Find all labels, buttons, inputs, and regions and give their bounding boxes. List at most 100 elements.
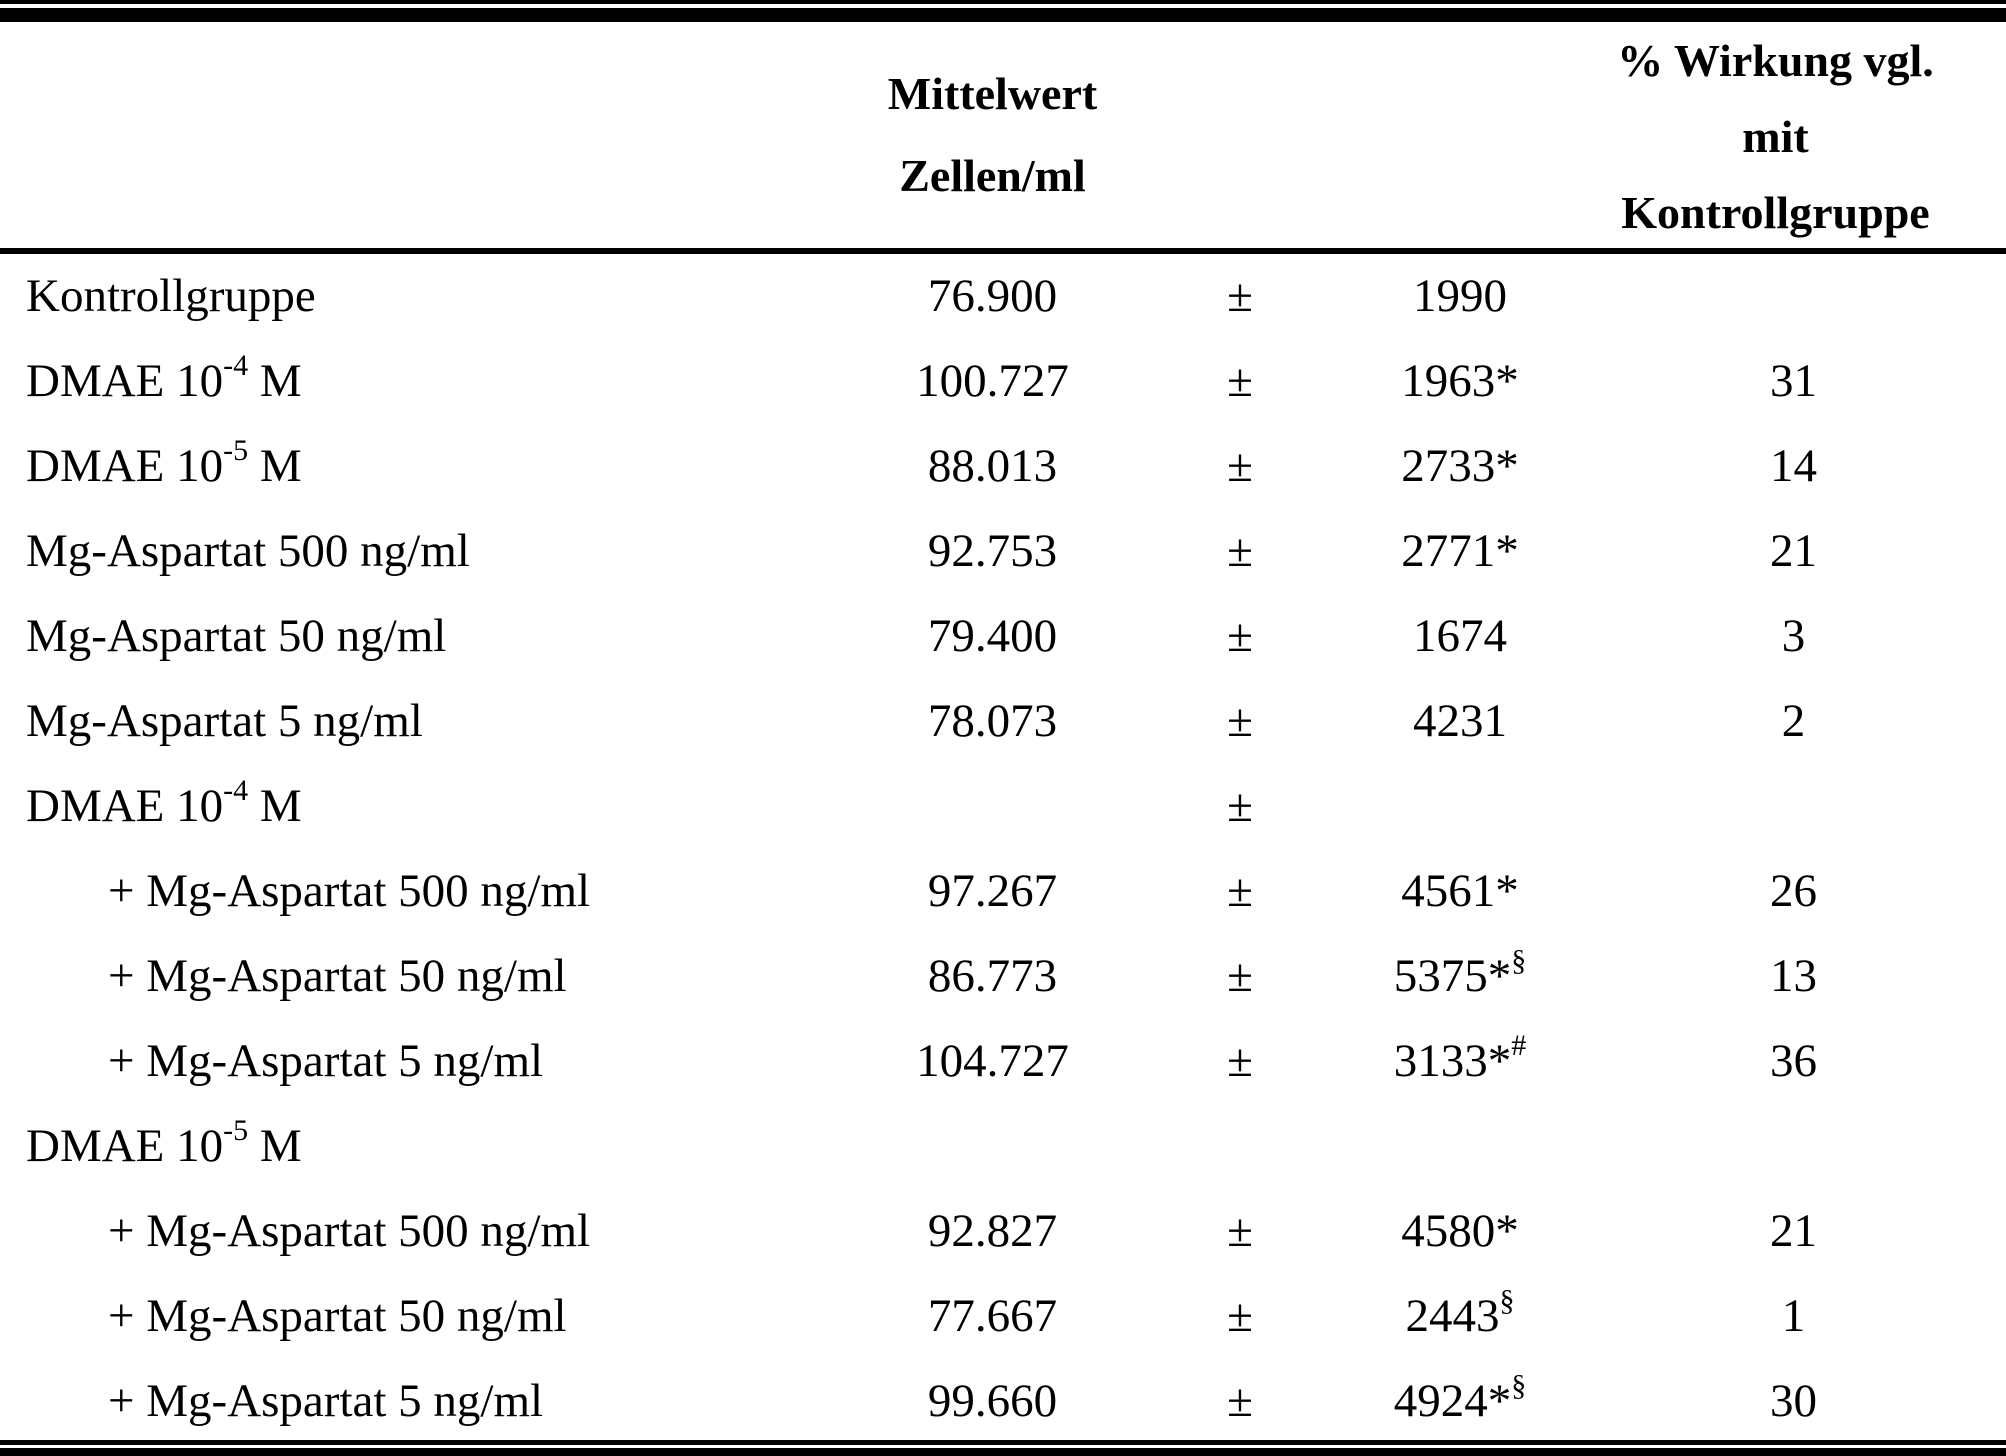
mean-value: 99.660 bbox=[927, 1375, 1058, 1427]
sd-value: 2443§ bbox=[1375, 1286, 1545, 1342]
mean-value: 86.773 bbox=[927, 950, 1058, 1002]
row-label-suffix: M bbox=[248, 355, 302, 407]
row-label: Mg-Aspartat 5 ng/ml bbox=[0, 698, 880, 745]
sd-value: 4580* bbox=[1375, 1208, 1545, 1255]
header-mean-cell: Mittelwert Zellen/ml bbox=[880, 22, 1105, 248]
row-label-suffix: M bbox=[248, 440, 302, 492]
sd-value: 4924*§ bbox=[1375, 1371, 1545, 1425]
sd-value: 1674 bbox=[1375, 613, 1545, 660]
table-row: DMAE 10-5 M bbox=[0, 1104, 2006, 1189]
row-label-text: + Mg-Aspartat 500 ng/ml bbox=[108, 1205, 591, 1257]
sd-value: 4231 bbox=[1375, 698, 1545, 745]
sd-value: 2733* bbox=[1375, 443, 1545, 490]
row-label: + Mg-Aspartat 5 ng/ml bbox=[0, 1378, 880, 1425]
effect-percent: 3 bbox=[1781, 610, 1806, 662]
table-row: DMAE 10-4 M ± bbox=[0, 764, 2006, 849]
row-label: Mg-Aspartat 500 ng/ml bbox=[0, 528, 880, 575]
row-label-text: DMAE 10 bbox=[26, 1120, 224, 1172]
mean-value: 97.267 bbox=[927, 865, 1058, 917]
row-label-text: DMAE 10 bbox=[26, 780, 224, 832]
row-label-text: + Mg-Aspartat 5 ng/ml bbox=[108, 1035, 544, 1087]
row-label-text: Mg-Aspartat 5 ng/ml bbox=[26, 695, 423, 747]
plus-minus-symbol: ± bbox=[1227, 950, 1253, 1002]
sd-number: 4231 bbox=[1413, 695, 1507, 747]
sd-number: 2733* bbox=[1401, 440, 1519, 492]
table-top-rule-thick bbox=[0, 8, 2006, 22]
table-row: + Mg-Aspartat 5 ng/ml 99.660 ± 4924*§ 30 bbox=[0, 1359, 2006, 1444]
mean-value: 92.827 bbox=[927, 1205, 1058, 1257]
mean-value: 79.400 bbox=[927, 610, 1058, 662]
plus-minus-symbol: ± bbox=[1227, 695, 1253, 747]
mean-value: 88.013 bbox=[927, 440, 1058, 492]
row-label-exponent: -4 bbox=[223, 349, 249, 383]
plus-minus-symbol: ± bbox=[1227, 355, 1253, 407]
table-row: Mg-Aspartat 500 ng/ml 92.753 ± 2771* 21 bbox=[0, 509, 2006, 594]
row-label-text: Kontrollgruppe bbox=[26, 270, 316, 322]
row-label-text: DMAE 10 bbox=[26, 355, 224, 407]
effect-percent: 1 bbox=[1781, 1290, 1806, 1342]
row-label-suffix: M bbox=[248, 780, 302, 832]
plus-minus-symbol: ± bbox=[1227, 1205, 1253, 1257]
sd-number: 1990 bbox=[1413, 270, 1507, 322]
table-bottom-rule-thin bbox=[0, 1440, 2006, 1445]
effect-percent: 30 bbox=[1770, 1375, 1817, 1427]
table-bottom-rule bbox=[0, 1440, 2006, 1456]
effect-percent: 26 bbox=[1770, 865, 1817, 917]
plus-minus-symbol: ± bbox=[1227, 1035, 1253, 1087]
mean-value: 92.753 bbox=[927, 525, 1058, 577]
effect-percent: 21 bbox=[1770, 1205, 1817, 1257]
effect-percent: 13 bbox=[1770, 950, 1817, 1002]
plus-minus-symbol: ± bbox=[1227, 440, 1253, 492]
plus-minus-symbol: ± bbox=[1227, 1375, 1253, 1427]
table-row: DMAE 10-5 M 88.013 ± 2733* 14 bbox=[0, 424, 2006, 509]
table-body: Kontrollgruppe 76.900 ± 1990 DMAE 10-4 M… bbox=[0, 254, 2006, 1444]
table-row: DMAE 10-4 M 100.727 ± 1963* 31 bbox=[0, 339, 2006, 424]
row-label: + Mg-Aspartat 50 ng/ml bbox=[0, 953, 880, 1000]
sd-value: 1990 bbox=[1375, 273, 1545, 320]
row-label: Mg-Aspartat 50 ng/ml bbox=[0, 613, 880, 660]
row-label-text: + Mg-Aspartat 5 ng/ml bbox=[108, 1375, 544, 1427]
row-label: DMAE 10-5 M bbox=[0, 1116, 880, 1172]
row-label-text: + Mg-Aspartat 50 ng/ml bbox=[108, 950, 567, 1002]
table-bottom-rule-thick bbox=[0, 1448, 2006, 1456]
effect-percent: 31 bbox=[1770, 355, 1817, 407]
row-label: Kontrollgruppe bbox=[0, 273, 880, 320]
row-label-text: Mg-Aspartat 50 ng/ml bbox=[26, 610, 447, 662]
table-top-rule bbox=[0, 0, 2006, 22]
plus-minus-symbol: ± bbox=[1227, 1290, 1253, 1342]
effect-percent: 21 bbox=[1770, 525, 1817, 577]
header-effect-line1: % Wirkung vgl. bbox=[1617, 35, 1934, 86]
table-row: + Mg-Aspartat 5 ng/ml 104.727 ± 3133*# 3… bbox=[0, 1019, 2006, 1104]
header-effect-line3: Kontrollgruppe bbox=[1621, 187, 1930, 238]
plus-minus-symbol: ± bbox=[1227, 270, 1253, 322]
effect-percent: 2 bbox=[1781, 695, 1806, 747]
sd-number: 1963* bbox=[1401, 355, 1519, 407]
sd-number: 1674 bbox=[1413, 610, 1507, 662]
sd-number: 4580* bbox=[1401, 1205, 1519, 1257]
mean-value: 78.073 bbox=[927, 695, 1058, 747]
sd-number: 2771* bbox=[1401, 525, 1519, 577]
plus-minus-symbol: ± bbox=[1227, 780, 1253, 832]
row-label-text: + Mg-Aspartat 500 ng/ml bbox=[108, 865, 591, 917]
table-row: + Mg-Aspartat 500 ng/ml 92.827 ± 4580* 2… bbox=[0, 1189, 2006, 1274]
row-label: + Mg-Aspartat 500 ng/ml bbox=[0, 868, 880, 915]
sd-value: 3133*# bbox=[1375, 1031, 1545, 1085]
sd-value: 1963* bbox=[1375, 358, 1545, 405]
row-label: DMAE 10-4 M bbox=[0, 776, 880, 832]
table-header: Mittelwert Zellen/ml % Wirkung vgl. mit … bbox=[0, 22, 2006, 248]
row-label-exponent: -5 bbox=[223, 1114, 249, 1148]
sd-superscript-mark: # bbox=[1511, 1029, 1527, 1063]
sd-number: 2443 bbox=[1405, 1290, 1500, 1342]
table-top-rule-thin bbox=[0, 0, 2006, 4]
sd-superscript-mark: § bbox=[1499, 1284, 1515, 1318]
table-row: + Mg-Aspartat 50 ng/ml 77.667 ± 2443§ 1 bbox=[0, 1274, 2006, 1359]
row-label: + Mg-Aspartat 50 ng/ml bbox=[0, 1293, 880, 1340]
table-row: Mg-Aspartat 5 ng/ml 78.073 ± 4231 2 bbox=[0, 679, 2006, 764]
header-separator-rule bbox=[0, 248, 2006, 254]
sd-value: 4561* bbox=[1375, 868, 1545, 915]
effect-percent: 14 bbox=[1770, 440, 1817, 492]
header-effect-line2: mit bbox=[1742, 111, 1809, 162]
sd-number: 4561* bbox=[1401, 865, 1519, 917]
row-label-suffix: M bbox=[248, 1120, 302, 1172]
